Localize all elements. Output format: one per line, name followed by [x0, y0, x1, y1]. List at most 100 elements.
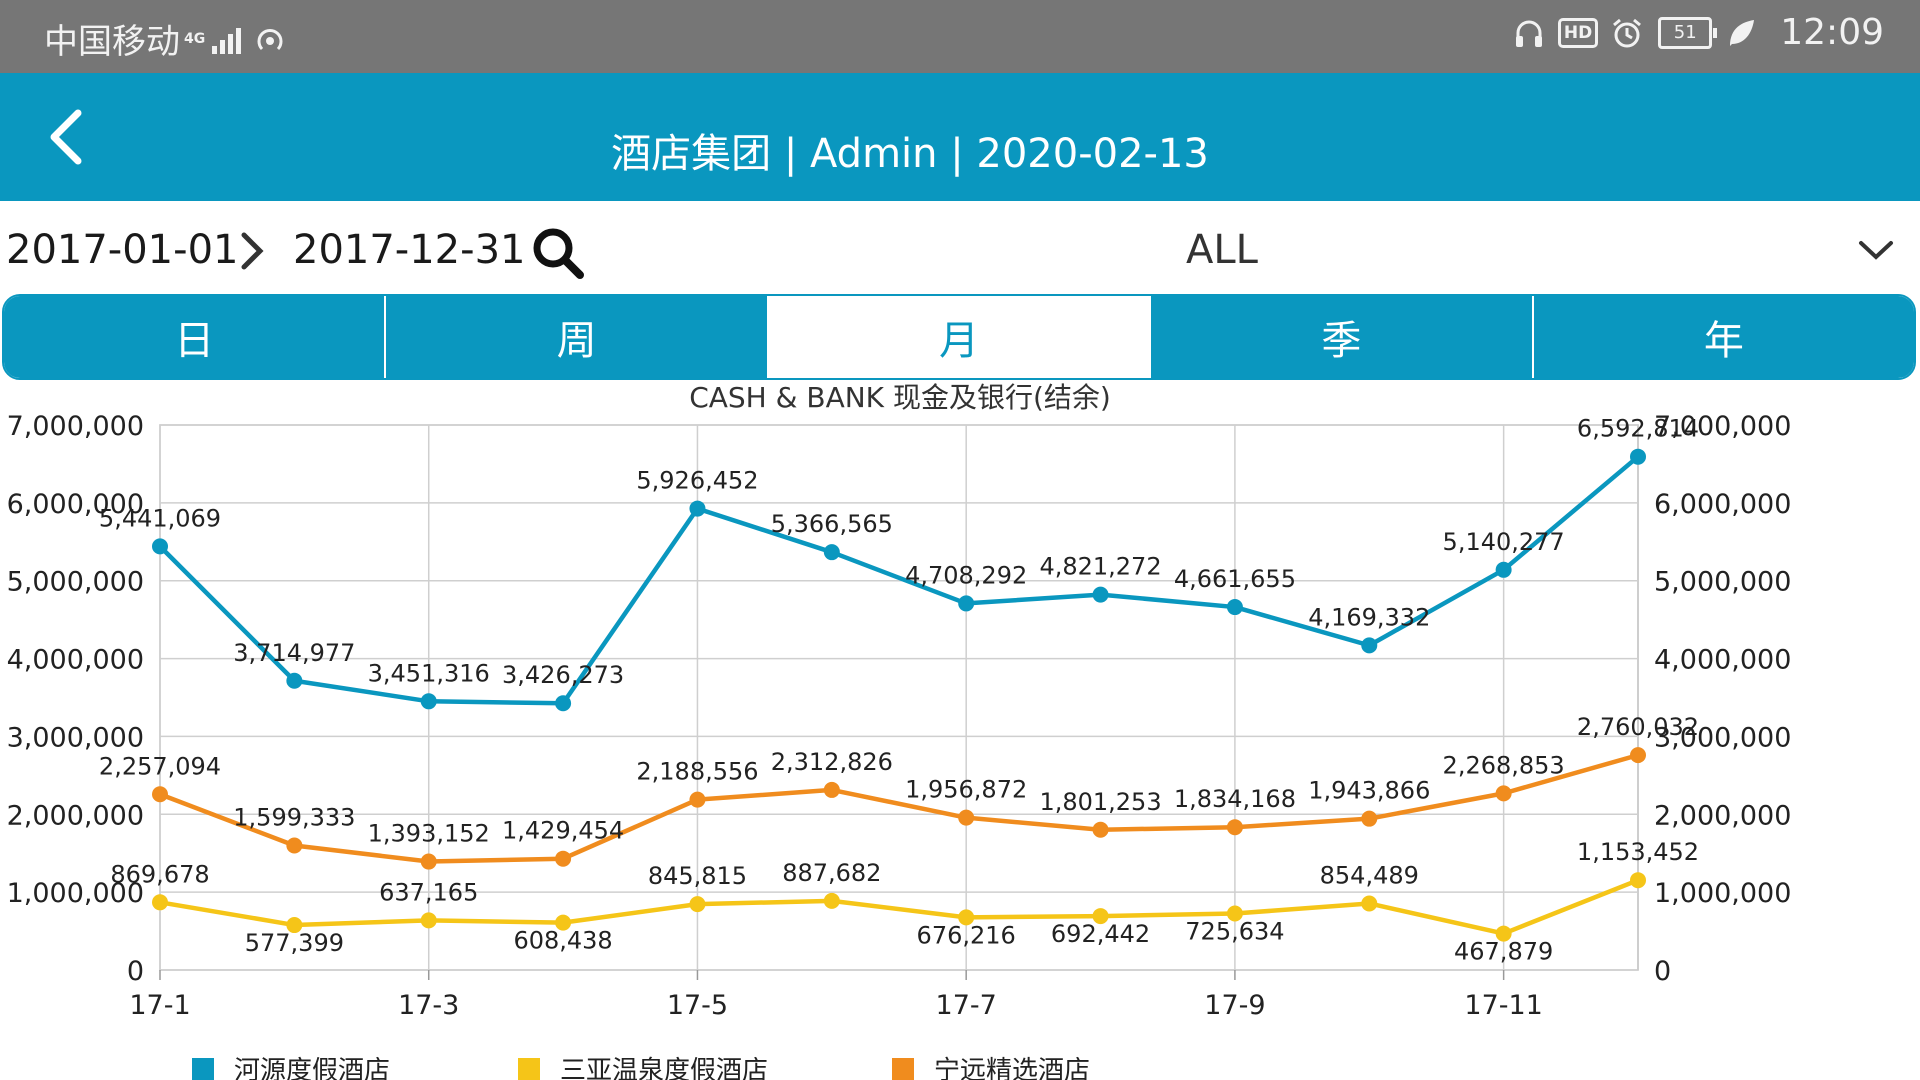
tab-quarter[interactable]: 季 — [1151, 296, 1534, 378]
legend-swatch — [518, 1058, 540, 1080]
data-label: 3,451,316 — [368, 659, 490, 687]
data-label: 845,815 — [648, 862, 747, 890]
tab-week[interactable]: 周 — [386, 296, 769, 378]
battery-level: 51 — [1673, 21, 1697, 43]
data-label: 5,140,277 — [1443, 528, 1565, 556]
data-point — [689, 791, 706, 808]
carrier-name: 中国移动 — [44, 22, 180, 62]
data-point — [420, 693, 437, 710]
date-filter-bar: 2017-01-01 2017-12-31 ALL — [0, 201, 1920, 293]
y-tick-label-right: 0 — [1654, 956, 1671, 987]
data-label: 4,708,292 — [905, 561, 1027, 589]
series-line — [159, 878, 1639, 936]
data-point — [1092, 821, 1109, 838]
hd-badge: HD — [1557, 17, 1599, 48]
data-label: 1,393,152 — [368, 820, 490, 848]
data-point — [689, 896, 706, 913]
battery-icon: 51 — [1658, 16, 1718, 49]
data-point — [1092, 586, 1109, 603]
x-tick-label: 17-1 — [129, 990, 190, 1021]
tab-year[interactable]: 年 — [1533, 296, 1914, 378]
data-label: 1,943,866 — [1308, 777, 1430, 805]
period-tabs: 日 周 月 季 年 — [2, 294, 1916, 380]
data-point — [1092, 908, 1109, 925]
app-header: 酒店集团 | Admin | 2020-02-13 — [0, 73, 1920, 201]
data-label: 3,426,273 — [502, 661, 624, 689]
data-label: 1,956,872 — [905, 776, 1027, 804]
leaf-icon — [1730, 19, 1755, 46]
chevron-down-icon[interactable] — [1858, 239, 1894, 261]
data-label: 1,153,452 — [1577, 838, 1699, 866]
data-label: 2,268,853 — [1443, 751, 1565, 779]
data-point — [152, 538, 168, 555]
y-tick-label-left: 6,000,000 — [7, 489, 144, 520]
x-tick-label: 17-9 — [1204, 990, 1265, 1021]
legend-swatch — [892, 1058, 914, 1080]
data-label: 869,678 — [110, 860, 209, 888]
data-point — [823, 781, 840, 798]
data-label: 4,661,655 — [1174, 565, 1296, 593]
legend-label: 河源度假酒店 — [234, 1056, 390, 1080]
data-label: 6,592,814 — [1577, 415, 1699, 443]
x-tick-label: 17-7 — [936, 990, 997, 1021]
x-tick-label: 17-3 — [398, 990, 459, 1021]
y-tick-label-right: 4,000,000 — [1654, 645, 1791, 676]
end-date-picker[interactable]: 2017-12-31 — [293, 227, 526, 273]
data-label: 854,489 — [1320, 861, 1419, 889]
y-tick-label-left: 1,000,000 — [7, 878, 144, 909]
series-line — [158, 454, 1640, 706]
tab-label: 季 — [1321, 318, 1362, 364]
hotel-select[interactable]: ALL — [1186, 227, 1258, 273]
legend-label: 宁远精选酒店 — [934, 1056, 1090, 1080]
y-tick-label-left: 3,000,000 — [7, 722, 144, 753]
tab-day[interactable]: 日 — [4, 296, 387, 378]
y-tick-label-right: 3,000,000 — [1654, 722, 1791, 753]
data-point — [1361, 810, 1378, 827]
data-point — [1495, 561, 1512, 578]
y-tick-label-right: 2,000,000 — [1654, 800, 1791, 831]
start-date-picker[interactable]: 2017-01-01 — [6, 227, 239, 273]
data-label: 887,682 — [782, 859, 881, 887]
data-label: 2,760,032 — [1577, 713, 1699, 741]
data-point — [1226, 905, 1243, 922]
y-tick-label-left: 2,000,000 — [7, 800, 144, 831]
data-point — [420, 853, 437, 870]
data-label: 1,801,253 — [1039, 788, 1161, 816]
tab-label: 月 — [939, 318, 980, 364]
data-label: 2,257,094 — [99, 752, 221, 780]
search-icon[interactable] — [530, 225, 586, 281]
signal-icon — [209, 24, 242, 54]
tab-label: 年 — [1703, 318, 1744, 364]
y-tick-label-left: 4,000,000 — [7, 645, 144, 676]
network-type: 4G — [184, 30, 206, 47]
x-tick-label: 17-5 — [667, 990, 728, 1021]
legend-label: 三亚温泉度假酒店 — [560, 1056, 768, 1080]
data-label: 1,599,333 — [233, 803, 355, 831]
data-point — [555, 695, 572, 712]
data-label: 725,634 — [1185, 918, 1284, 946]
data-label: 1,429,454 — [502, 817, 624, 845]
headphones-icon — [1515, 20, 1542, 47]
data-point — [286, 917, 303, 934]
data-label: 1,834,168 — [1174, 785, 1296, 813]
data-label: 637,165 — [379, 878, 478, 906]
back-arrow-icon[interactable] — [44, 109, 90, 165]
y-tick-label-left: 7,000,000 — [7, 411, 144, 442]
tab-month[interactable]: 月 — [768, 296, 1152, 378]
data-point — [1495, 785, 1512, 802]
tab-label: 周 — [556, 318, 597, 364]
chart-canvas: CASH & BANK 现金及银行(结余) 0 0 1,000,000 1,000,0… — [7, 381, 1791, 1080]
data-point — [958, 595, 975, 612]
y-tick-label-right: 1,000,000 — [1654, 878, 1791, 909]
data-point — [823, 892, 840, 909]
data-point — [420, 912, 437, 929]
clock-time: 12:09 — [1780, 12, 1884, 53]
data-label: 5,366,565 — [771, 510, 893, 538]
data-point — [286, 837, 303, 854]
data-label: 608,438 — [513, 927, 612, 955]
data-label: 467,879 — [1454, 938, 1553, 966]
series-line — [159, 752, 1639, 864]
data-point — [555, 914, 572, 931]
tab-label: 日 — [174, 318, 215, 364]
y-tick-label-right: 7,000,000 — [1654, 411, 1791, 442]
